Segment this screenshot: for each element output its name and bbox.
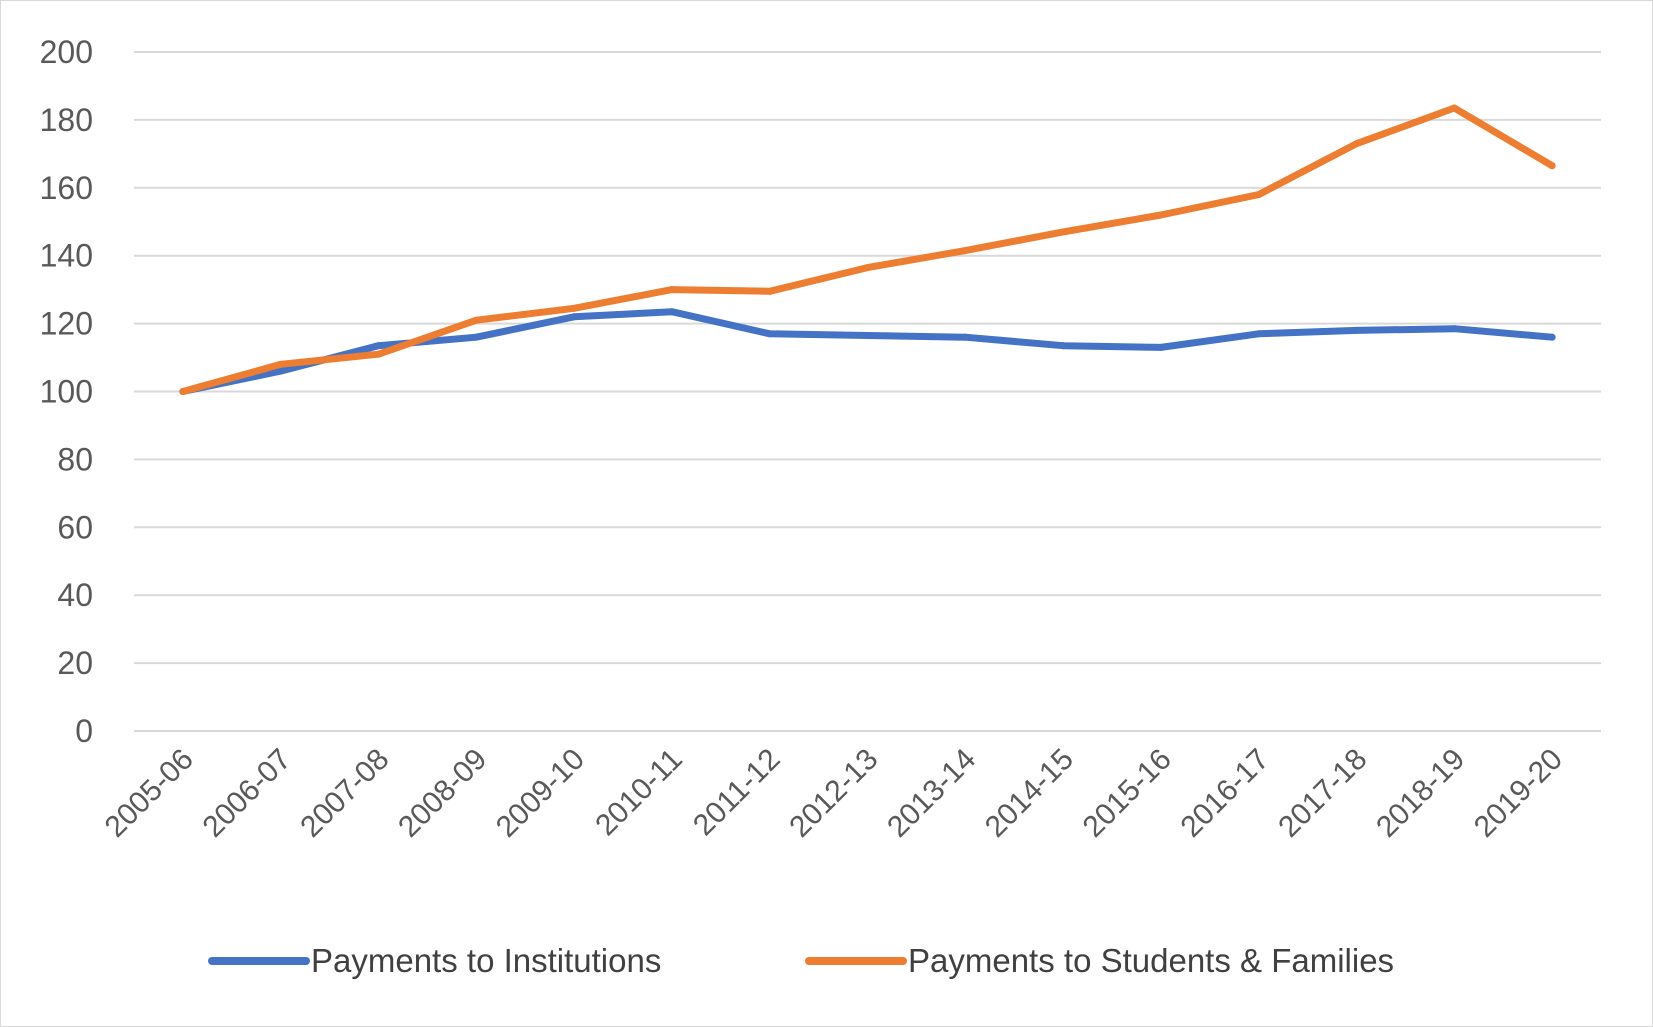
- data-point: [570, 304, 578, 312]
- series-line-students-families: [179, 104, 1556, 395]
- x-tick-label: 2011-12: [687, 743, 787, 843]
- data-point: [1157, 343, 1165, 351]
- data-point: [1353, 140, 1360, 148]
- x-tick-label: 2007-08: [294, 743, 395, 844]
- legend-label: Payments to Institutions: [311, 942, 661, 979]
- x-tick-label: 2018-19: [1370, 743, 1471, 844]
- x-tick-label: 2008-09: [392, 743, 493, 844]
- y-tick-label: 120: [40, 306, 93, 342]
- y-tick-label: 20: [57, 645, 93, 681]
- data-point: [1548, 333, 1556, 341]
- data-point: [179, 388, 187, 395]
- x-tick-label: 2016-17: [1174, 743, 1275, 844]
- data-point: [1157, 211, 1165, 219]
- data-point: [864, 264, 871, 272]
- data-point: [864, 331, 871, 339]
- y-axis-ticks: 0 20 40 60 80 100 120 140 160 180 200: [40, 34, 93, 749]
- gridlines: [134, 51, 1601, 732]
- data-point: [277, 360, 285, 368]
- data-point: [570, 313, 578, 321]
- x-tick-label: 2017-18: [1272, 743, 1373, 844]
- x-tick-label: 2012-13: [783, 743, 884, 844]
- data-point: [1059, 228, 1067, 236]
- data-point: [1059, 342, 1067, 350]
- data-point: [472, 316, 480, 324]
- x-tick-label: 2006-07: [196, 743, 297, 844]
- x-axis-ticks: 2005-062006-072007-082008-092009-102010-…: [99, 743, 1569, 844]
- data-point: [961, 247, 969, 255]
- legend-item: Payments to Institutions: [208, 942, 661, 979]
- data-point: [766, 330, 774, 338]
- y-tick-label: 80: [57, 441, 93, 477]
- data-point: [668, 286, 676, 294]
- x-tick-label: 2013-14: [881, 743, 982, 844]
- series-lines: [179, 104, 1556, 395]
- y-tick-label: 60: [57, 509, 93, 545]
- x-tick-label: 2019-20: [1468, 743, 1569, 844]
- data-point: [668, 308, 676, 316]
- y-tick-label: 140: [40, 238, 93, 274]
- x-tick-label: 2010-11: [589, 743, 689, 843]
- data-point: [766, 287, 774, 295]
- y-tick-label: 180: [40, 102, 93, 138]
- x-tick-label: 2005-06: [99, 743, 200, 844]
- x-tick-label: 2009-10: [490, 743, 591, 844]
- y-tick-label: 160: [40, 170, 93, 206]
- data-point: [375, 342, 382, 350]
- data-point: [1255, 330, 1263, 338]
- legend: Payments to Institutions Payments to Stud…: [208, 942, 1394, 979]
- data-point: [1548, 162, 1556, 170]
- data-point: [375, 350, 382, 358]
- legend-label: Payments to Students & Families: [908, 942, 1394, 979]
- data-point: [1255, 191, 1263, 199]
- x-tick-label: 2014-15: [979, 743, 1080, 844]
- y-tick-label: 40: [57, 577, 93, 613]
- legend-item: Payments to Students & Families: [805, 942, 1394, 979]
- y-tick-label: 0: [75, 713, 93, 749]
- data-point: [472, 333, 480, 341]
- data-point: [1450, 325, 1458, 333]
- y-tick-label: 100: [40, 374, 93, 410]
- data-point: [1353, 326, 1360, 334]
- x-tick-label: 2015-16: [1077, 743, 1178, 844]
- data-point: [1450, 104, 1458, 112]
- data-point: [961, 333, 969, 341]
- data-point: [277, 367, 285, 375]
- y-tick-label: 200: [40, 34, 93, 70]
